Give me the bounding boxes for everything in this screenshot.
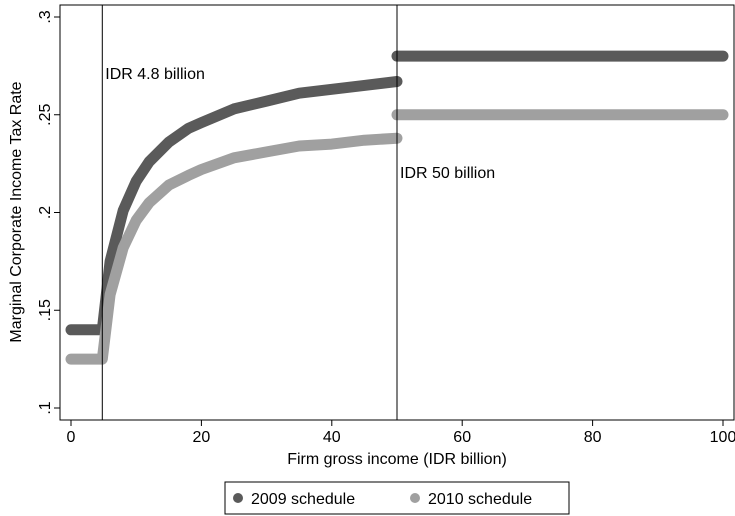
x-tick-label: 20 (193, 429, 211, 446)
series-line-2010-segment-1 (65, 132, 403, 365)
y-axis-label: Marginal Corporate Income Tax Rate (8, 81, 25, 342)
reference-lines: IDR 4.8 billion IDR 50 billion (101, 5, 495, 420)
axes: 0 20 40 60 80 100 .1 .15 .2 .25 .3 (37, 10, 735, 446)
legend: 2009 schedule 2010 schedule (224, 481, 570, 515)
x-axis-label: Firm gross income (IDR billion) (287, 451, 507, 468)
y-tick-label: .3 (37, 10, 54, 23)
x-tick-label: 0 (67, 429, 76, 446)
x-tick-label: 60 (453, 429, 471, 446)
series-layer (65, 50, 729, 365)
y-tick-label: .15 (37, 299, 54, 321)
legend-box (224, 481, 570, 515)
x-tick-label: 80 (584, 429, 602, 446)
legend-marker-2009 (233, 493, 243, 503)
y-tick-label: .2 (37, 206, 54, 219)
legend-label-2009: 2009 schedule (251, 491, 355, 508)
x-tick-label: 100 (710, 429, 735, 446)
series-line-2009-segment-1 (65, 76, 403, 336)
reference-line-label-1: IDR 4.8 billion (105, 66, 205, 83)
legend-label-2010: 2010 schedule (428, 491, 532, 508)
legend-marker-2010 (410, 493, 420, 503)
x-tick-label: 40 (323, 429, 341, 446)
reference-line-label-2: IDR 50 billion (400, 165, 495, 182)
y-tick-label: .25 (37, 104, 54, 126)
y-tick-label: .1 (37, 401, 54, 414)
